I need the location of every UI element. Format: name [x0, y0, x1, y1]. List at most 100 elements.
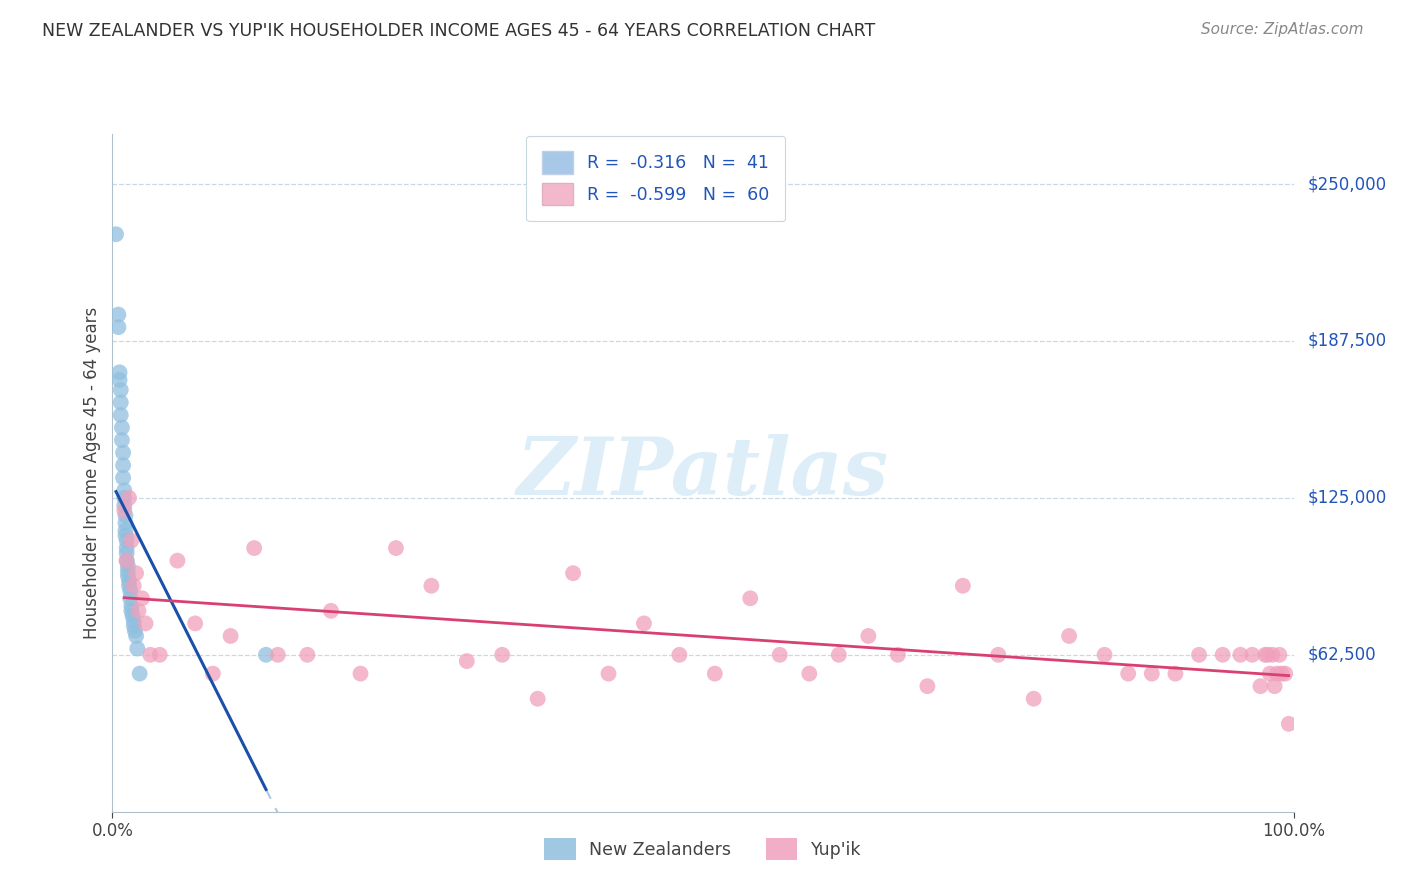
Point [1212, 648, 1234, 662]
Point [1116, 666, 1139, 681]
Point [121, 608, 143, 623]
Point [1188, 648, 1211, 662]
Point [108, 373, 131, 387]
Point [491, 648, 513, 662]
Point [125, 629, 148, 643]
Point [1057, 629, 1080, 643]
Point [562, 566, 585, 581]
Point [111, 420, 134, 434]
Point [319, 604, 342, 618]
Point [219, 629, 242, 643]
Point [740, 591, 762, 606]
Point [112, 499, 135, 513]
Point [124, 624, 146, 638]
Point [110, 383, 132, 397]
Y-axis label: Householder Income Ages 45 - 64 years: Householder Income Ages 45 - 64 years [83, 307, 101, 639]
Point [117, 558, 139, 573]
Point [828, 648, 851, 662]
Point [1261, 648, 1284, 662]
Point [112, 503, 135, 517]
Point [1271, 666, 1294, 681]
Point [1094, 648, 1116, 662]
Point [166, 554, 188, 568]
Point [110, 408, 132, 422]
Point [799, 666, 821, 681]
Text: ZIPatlas: ZIPatlas [517, 434, 889, 511]
Point [115, 533, 138, 548]
Point [117, 564, 139, 578]
Point [1274, 666, 1296, 681]
Point [120, 591, 142, 606]
Point [127, 641, 149, 656]
Point [1257, 648, 1279, 662]
Point [201, 666, 224, 681]
Point [1140, 666, 1163, 681]
Text: $125,000: $125,000 [1308, 489, 1386, 507]
Point [1268, 648, 1291, 662]
Point [122, 619, 145, 633]
Point [987, 648, 1010, 662]
Point [668, 648, 690, 662]
Point [254, 648, 277, 662]
Point [120, 583, 142, 598]
Point [112, 471, 135, 485]
Point [120, 599, 142, 613]
Point [115, 554, 138, 568]
Point [1249, 679, 1271, 693]
Point [110, 395, 132, 409]
Point [1258, 666, 1281, 681]
Point [633, 616, 655, 631]
Point [858, 629, 880, 643]
Point [128, 666, 150, 681]
Legend: New Zealanders, Yup'ik: New Zealanders, Yup'ik [537, 831, 869, 867]
Point [420, 579, 443, 593]
Point [267, 648, 290, 662]
Point [1022, 691, 1045, 706]
Point [114, 516, 136, 530]
Point [125, 566, 148, 581]
Point [526, 691, 548, 706]
Text: Source: ZipAtlas.com: Source: ZipAtlas.com [1201, 22, 1364, 37]
Point [1254, 648, 1277, 662]
Point [1264, 679, 1286, 693]
Point [114, 528, 136, 542]
Point [120, 533, 142, 548]
Point [127, 604, 149, 618]
Point [105, 227, 128, 242]
Point [1278, 716, 1301, 731]
Point [115, 541, 138, 555]
Point [122, 614, 145, 628]
Point [1241, 648, 1264, 662]
Point [456, 654, 478, 668]
Point [117, 568, 139, 582]
Point [112, 491, 135, 505]
Point [112, 483, 135, 498]
Point [887, 648, 910, 662]
Point [385, 541, 408, 555]
Point [114, 524, 136, 538]
Point [118, 491, 141, 505]
Point [917, 679, 939, 693]
Point [114, 508, 136, 523]
Text: $187,500: $187,500 [1308, 332, 1386, 350]
Point [952, 579, 974, 593]
Point [1164, 666, 1187, 681]
Point [111, 433, 134, 447]
Point [297, 648, 319, 662]
Point [118, 574, 141, 588]
Point [107, 320, 129, 334]
Point [1265, 666, 1288, 681]
Point [131, 591, 153, 606]
Point [112, 458, 135, 473]
Point [120, 604, 142, 618]
Text: $250,000: $250,000 [1308, 175, 1386, 193]
Point [115, 546, 138, 560]
Point [107, 308, 129, 322]
Point [108, 365, 131, 379]
Point [118, 579, 141, 593]
Point [243, 541, 266, 555]
Point [184, 616, 207, 631]
Point [115, 554, 138, 568]
Point [349, 666, 371, 681]
Point [769, 648, 792, 662]
